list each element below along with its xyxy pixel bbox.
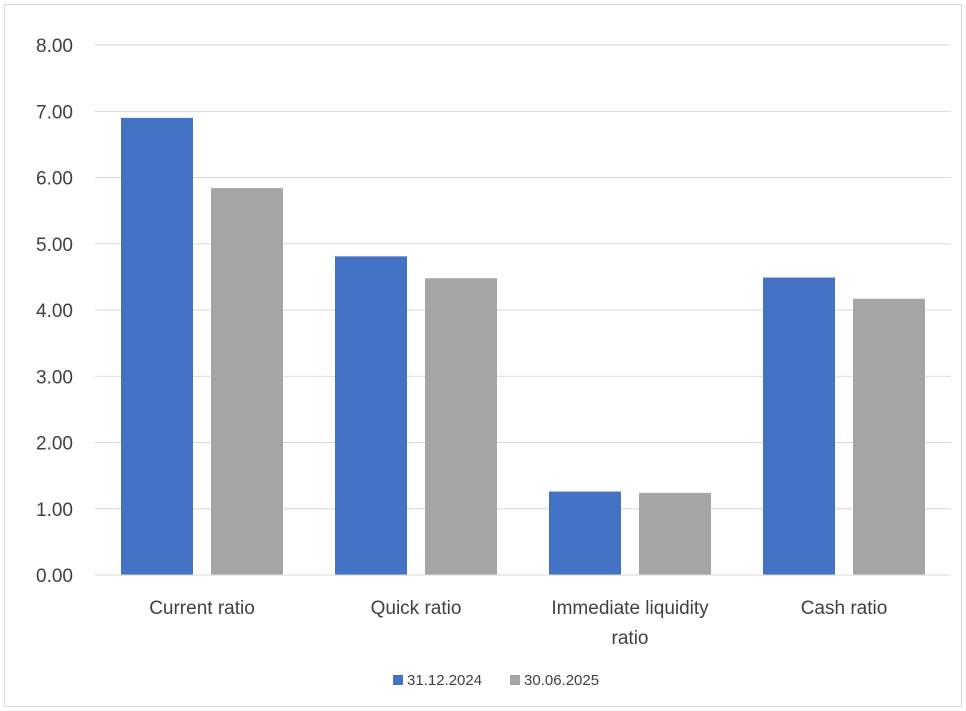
- y-tick-label: 8.00: [36, 36, 73, 57]
- bar-30.06.2025-cat-0: [211, 188, 283, 575]
- y-tick-label: 4.00: [36, 301, 73, 322]
- bar-chart: 0.00 1.00 2.00 3.00 4.00 5.00 6.00 7.00 8.00 Cur…: [36, 36, 951, 689]
- legend-swatch: [393, 675, 403, 685]
- legend-label: 31.12.2024: [407, 672, 482, 689]
- category-label-line: Quick ratio: [371, 598, 462, 619]
- chart-area: 0.00 1.00 2.00 3.00 4.00 5.00 6.00 7.00 8.00 Cur…: [4, 4, 962, 707]
- y-tick-label: 2.00: [36, 434, 73, 455]
- y-tick-label: 5.00: [36, 235, 73, 256]
- category-label: Quick ratio: [371, 598, 462, 619]
- legend-label: 30.06.2025: [524, 672, 599, 689]
- category-label: Cash ratio: [801, 598, 888, 619]
- bar-31.12.2024-cat-3: [763, 277, 835, 575]
- bar-30.06.2025-cat-1: [425, 278, 497, 575]
- category-label: Current ratio: [149, 598, 255, 619]
- y-tick-label: 3.00: [36, 367, 73, 388]
- category-label-line: ratio: [612, 628, 649, 649]
- y-tick-label: 1.00: [36, 500, 73, 521]
- y-tick-label: 7.00: [36, 102, 73, 123]
- y-axis-tick-labels: 0.00 1.00 2.00 3.00 4.00 5.00 6.00 7.00 8.00: [36, 36, 73, 587]
- category-label-line: Current ratio: [149, 598, 255, 619]
- y-tick-label: 0.00: [36, 566, 73, 587]
- bar-30.06.2025-cat-2: [639, 492, 711, 575]
- bars: [121, 117, 925, 575]
- y-tick-label: 6.00: [36, 169, 73, 190]
- x-axis-category-labels: Current ratio Quick ratio Immediate liquid…: [149, 598, 887, 649]
- category-label-line: Immediate liquidity: [551, 598, 709, 619]
- category-label: Immediate liquidity ratio: [551, 598, 709, 649]
- bar-31.12.2024-cat-0: [121, 117, 193, 575]
- bar-31.12.2024-cat-2: [549, 491, 621, 575]
- legend: 31.12.2024 30.06.2025: [393, 672, 599, 689]
- bar-31.12.2024-cat-1: [335, 256, 407, 575]
- bar-30.06.2025-cat-3: [853, 298, 925, 575]
- category-label-line: Cash ratio: [801, 598, 888, 619]
- legend-swatch: [510, 675, 520, 685]
